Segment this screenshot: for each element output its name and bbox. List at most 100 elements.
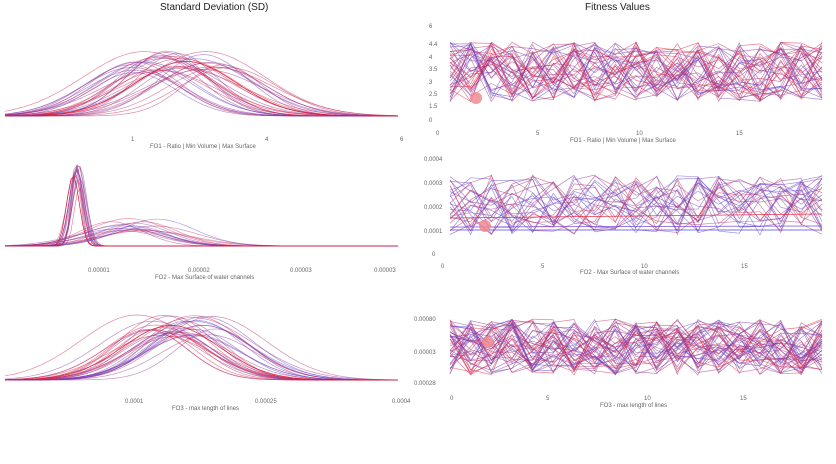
sd-curve	[4, 69, 398, 117]
fitness-line	[449, 175, 823, 224]
sd-mean-curve	[4, 325, 398, 381]
fv2-ytick: 0.0003	[424, 181, 443, 187]
highlight-marker	[479, 220, 491, 232]
fitness-line	[449, 49, 823, 95]
fitness-line	[449, 318, 823, 373]
fitness-line	[449, 320, 823, 363]
fitness-line	[449, 41, 823, 102]
fv1-xlabel: FO1 - Ratio | Min Volume | Max Surface	[570, 138, 676, 144]
fitness-line	[449, 42, 823, 98]
left-column-title: Standard Deviation (SD)	[160, 2, 269, 13]
sd-curve	[4, 69, 398, 117]
fitness-line	[449, 322, 823, 375]
fv2-ytick: 0.0004	[424, 157, 443, 163]
sd-curve	[4, 58, 398, 117]
fitness-line	[449, 176, 823, 231]
sd1-xtick: 6	[400, 137, 404, 143]
fv3-xtick: 10	[644, 396, 651, 402]
sd-curve	[4, 314, 398, 381]
highlight-marker	[482, 336, 494, 348]
sd-curve	[5, 58, 398, 117]
sd-curve	[4, 55, 398, 117]
sd-curve	[4, 69, 398, 117]
fv2-xtick: 5	[541, 264, 545, 270]
fitness-line	[449, 48, 823, 102]
fitness-line	[449, 321, 823, 374]
fitness-line	[449, 177, 823, 232]
fv1-ytick: 1.5	[429, 104, 438, 110]
fitness-line	[449, 41, 823, 102]
fitness-line	[449, 321, 823, 373]
fitness-line	[449, 45, 823, 102]
fitness-line	[449, 225, 823, 228]
fitness-line	[449, 176, 823, 233]
fitness-line	[449, 42, 823, 98]
sd2-xtick: 0.00001	[88, 268, 110, 274]
sd3-xtick: 0.0004	[392, 399, 411, 405]
fitness-line	[449, 175, 823, 234]
fitness-line	[449, 175, 823, 236]
sd-mean-curve	[5, 175, 398, 247]
sd-curve	[4, 317, 399, 381]
fv2-xtick: 0	[441, 264, 445, 270]
fv2-xtick: 15	[741, 264, 748, 270]
fv1-xtick: 0	[436, 131, 440, 137]
sd3-xtick: 0.0001	[125, 399, 144, 405]
sd-curve	[5, 324, 398, 381]
fitness-line	[449, 173, 823, 235]
sd-curve	[5, 320, 398, 381]
sd-curve	[4, 57, 398, 117]
sd2-xtick: 0.00003	[290, 268, 312, 274]
sd-curve	[4, 68, 398, 117]
fv3-ytick: 0.00003	[414, 350, 436, 356]
fitness-line	[449, 321, 823, 374]
sd2-xtick: 0.00003	[374, 268, 396, 274]
fv3-ytick: 0.00028	[414, 381, 436, 387]
sd-curve	[4, 58, 398, 117]
fitness-line	[449, 41, 823, 101]
fv1-xtick: 10	[636, 131, 643, 137]
fv3-ytick: 0.00080	[414, 317, 436, 323]
sd2-xtick: 0.00002	[188, 268, 210, 274]
fitness-chart-fo2	[449, 173, 823, 236]
fitness-line	[449, 323, 823, 371]
sd-curve	[5, 325, 398, 381]
sd-curve	[5, 177, 398, 247]
fv3-xlabel: FO3 - max length of lines	[600, 403, 668, 409]
fitness-line	[449, 318, 823, 370]
sd-chart-fo3	[4, 314, 399, 381]
sd-curve	[4, 71, 398, 117]
fv3-xtick: 0	[450, 396, 454, 402]
fitness-line	[449, 322, 823, 374]
fitness-line	[449, 41, 823, 102]
fitness-line	[449, 45, 823, 100]
sd-curve	[5, 52, 398, 117]
sd-curve	[5, 331, 398, 381]
fitness-line	[449, 45, 823, 102]
sd-curve	[4, 70, 398, 117]
fitness-line	[449, 320, 823, 369]
fitness-line	[449, 42, 823, 100]
sd-curve	[5, 316, 398, 381]
fv2-xlabel: FO2 - Max Surface of water channels	[580, 270, 680, 276]
fitness-line	[449, 176, 823, 235]
fitness-line	[449, 181, 823, 235]
fv1-ytick: 4.4	[429, 42, 438, 48]
fitness-line	[449, 44, 823, 103]
fv1-ytick: 0	[429, 118, 433, 124]
sd3-xlabel: FO3 - max length of lines	[172, 406, 240, 412]
sd-curve	[5, 62, 398, 117]
fitness-line	[449, 174, 823, 235]
sd-curve	[5, 333, 398, 381]
sd-curve	[5, 165, 398, 247]
fitness-line	[449, 179, 823, 236]
fv1-ytick: 3	[429, 80, 433, 86]
fitness-line	[449, 322, 823, 371]
fitness-line	[449, 319, 823, 374]
fv1-ytick: 3.5	[429, 67, 438, 73]
sd1-xtick: 4	[265, 137, 269, 143]
fitness-line	[449, 213, 823, 219]
fitness-chart-fo3	[449, 318, 823, 376]
fv3-xtick: 15	[740, 396, 747, 402]
fitness-chart-fo1	[449, 41, 823, 104]
